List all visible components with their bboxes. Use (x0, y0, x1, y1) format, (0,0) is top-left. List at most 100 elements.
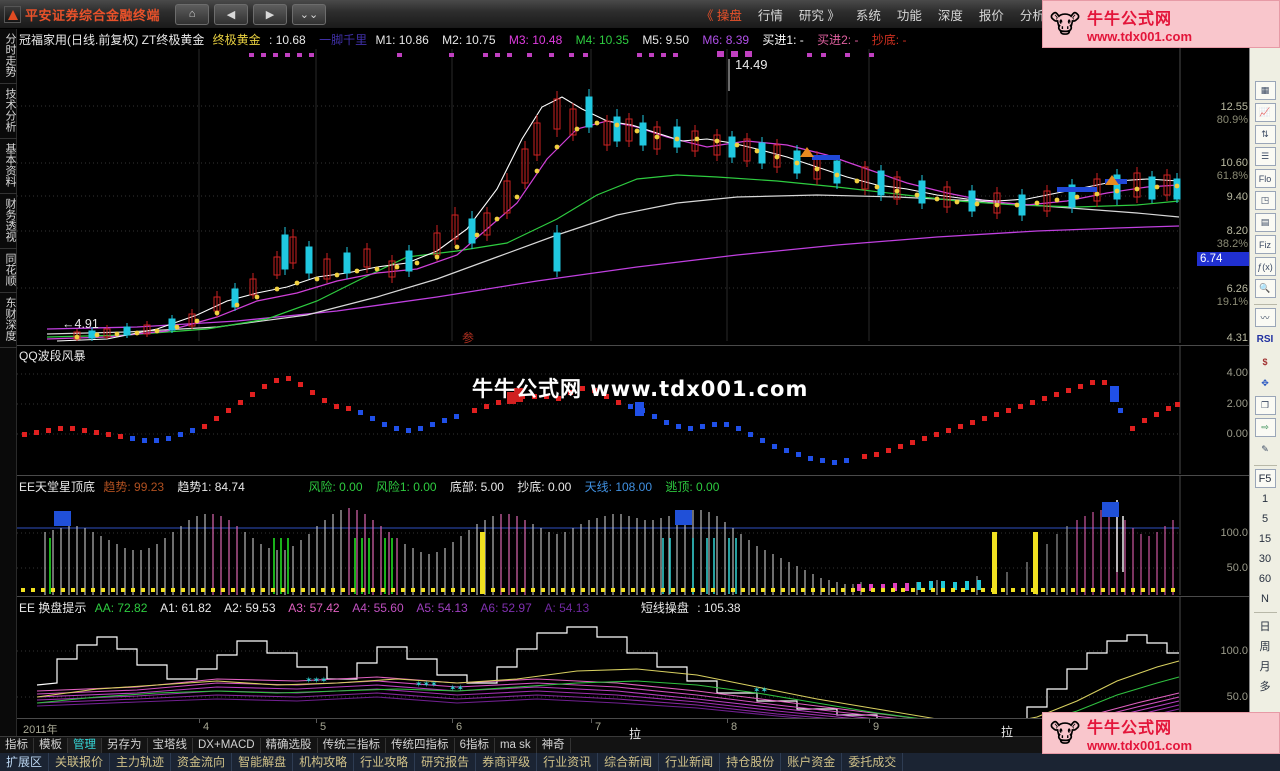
grid-icon[interactable]: ▦ (1254, 81, 1276, 100)
sidebar-item-fenshi[interactable]: 分时走势 (0, 29, 17, 84)
date-label-jul: 7 (595, 721, 602, 733)
ext-item-hangyegonglue[interactable]: 行业攻略 (354, 753, 416, 771)
period-5min[interactable]: 5 (1261, 512, 1269, 525)
ext-item-guanlianbaojia[interactable]: 关联报价 (49, 753, 111, 771)
panel4-a6: A6: 52.97 (480, 601, 532, 615)
menu-item-caopan[interactable]: 《 操盘 (700, 8, 742, 23)
dollar-icon[interactable]: $ (1262, 356, 1268, 367)
function-icon[interactable]: ƒ(x) (1254, 257, 1276, 276)
toolbar-item-zhibiao[interactable]: 指标 (0, 737, 34, 753)
forward-icon[interactable]: ▶ (253, 3, 288, 25)
period-month[interactable]: 月 (1259, 660, 1271, 673)
wave-icon[interactable]: 〰 (1254, 308, 1276, 327)
fiz-icon[interactable]: Fiz (1254, 235, 1276, 254)
flo-icon[interactable]: Flo (1254, 169, 1276, 188)
layout-icon[interactable]: ◳ (1254, 191, 1276, 210)
watermark-top-right: 🐮 牛牛公式网 www.tdx001.com (1042, 0, 1280, 48)
menu-item-yanjiu[interactable]: 研究 》 (798, 8, 840, 23)
ma4-line (46, 174, 1180, 338)
period-week[interactable]: 周 (1259, 640, 1271, 653)
menu-item-gongneng[interactable]: 功能 (896, 8, 922, 23)
toolbar-item-shenqi[interactable]: 神奇 (537, 737, 571, 753)
ext-item-hangyexinwen[interactable]: 行业新闻 (659, 753, 721, 771)
back-icon[interactable]: ◀ (214, 3, 249, 25)
ext-item-kuozhanqu[interactable]: 扩展区 (0, 753, 50, 771)
svg-text:✶✶✶: ✶✶✶ (415, 679, 438, 689)
watermark-bottom-right: 🐮 牛牛公式网 www.tdx001.com (1042, 712, 1280, 754)
qq-red-blocks (507, 388, 523, 404)
news-icon[interactable]: ☰ (1254, 147, 1276, 166)
qq-wave-panel[interactable]: QQ波段风暴 (17, 346, 1249, 474)
blue-band-segments (812, 155, 1127, 192)
cow-icon: 🐮 (1049, 717, 1081, 748)
toolbar-item-jingquexuangu[interactable]: 精确选股 (261, 737, 318, 753)
toolbar-item-mask[interactable]: ma sk (495, 737, 537, 753)
period-f5[interactable]: F5 (1254, 469, 1276, 488)
period-day[interactable]: 日 (1259, 620, 1271, 633)
window-icon[interactable]: ❐ (1254, 396, 1276, 415)
chart-purple-annotation: 一脚千里 (319, 33, 368, 47)
ee-star-panel[interactable]: EE天堂星顶底 趋势: 99.23 趋势1: 84.74 风险: 0.00 风险… (17, 476, 1249, 595)
period-60min[interactable]: 60 (1258, 572, 1272, 585)
date-label-jun: 6 (456, 721, 463, 733)
sidebar-item-jiben[interactable]: 基本资料 (0, 139, 17, 194)
toolbar-item-baotaxian[interactable]: 宝塔线 (148, 737, 193, 753)
toolbar-item-lingcunwei[interactable]: 另存为 (102, 737, 148, 753)
book-icon[interactable]: ▤ (1254, 213, 1276, 232)
ext-item-zhuliguiji[interactable]: 主力轨迹 (110, 753, 172, 771)
chevron-down-icon[interactable]: ⌄⌄ (292, 3, 327, 25)
price-axis-label-3: 8.20 (1226, 225, 1248, 237)
chart-canvas-area[interactable]: 冠福家用(日线.前复权) ZT终极黄金 终极黄金 : 10.68 一脚千里 M1… (17, 29, 1249, 747)
ma4-label: M4: 10.35 (575, 33, 629, 47)
menu-item-shendu[interactable]: 深度 (937, 8, 963, 23)
price-axis-label-1: 10.60 (1220, 157, 1248, 169)
date-axis: 2011年 4 5 6 7 8 9 (17, 718, 1249, 736)
ext-item-zhinengjiepan[interactable]: 智能解盘 (232, 753, 294, 771)
search-icon[interactable]: 🔍 (1254, 279, 1276, 298)
home-icon[interactable]: ⌂ (175, 3, 210, 25)
period-multi[interactable]: 多 (1259, 680, 1271, 693)
panel3-axis-0: 100.0 (1220, 527, 1248, 539)
ext-item-zongheXinwen[interactable]: 综合新闻 (598, 753, 660, 771)
sidebar-divider-2 (1253, 465, 1277, 466)
period-15min[interactable]: 15 (1258, 532, 1272, 545)
sidebar-item-jishu[interactable]: 技术分析 (0, 84, 17, 139)
line-chart-icon[interactable]: 📈 (1254, 103, 1276, 122)
ext-item-yanjiubaogao[interactable]: 研究报告 (415, 753, 477, 771)
top-signal-dots (249, 51, 874, 57)
move-icon[interactable]: ✥ (1261, 378, 1269, 388)
ext-item-zhanghuzijin[interactable]: 账户资金 (781, 753, 843, 771)
panel4-a4: A4: 55.60 (352, 601, 404, 615)
menu-item-xitong[interactable]: 系统 (855, 8, 881, 23)
sidebar-item-dongcai[interactable]: 东财深度 (0, 293, 17, 348)
toolbar-item-chuantongsi[interactable]: 传统四指标 (386, 737, 455, 753)
ext-item-jigougonglue[interactable]: 机构攻略 (293, 753, 355, 771)
menu-item-baojia[interactable]: 报价 (978, 8, 1004, 23)
period-1min[interactable]: 1 (1261, 492, 1269, 505)
ext-item-quanshangpingji[interactable]: 券商评级 (476, 753, 538, 771)
period-30min[interactable]: 30 (1258, 552, 1272, 565)
ext-item-chicanggufen[interactable]: 持仓股份 (720, 753, 782, 771)
toolbar-item-6zhibiao[interactable]: 6指标 (455, 737, 495, 753)
sidebar-item-caiwu[interactable]: 财务透视 (0, 194, 17, 249)
candle-icon[interactable]: ⇅ (1254, 125, 1276, 144)
rsi-icon[interactable]: RSI (1256, 334, 1274, 345)
menu-item-fenxi[interactable]: 分析 (1019, 8, 1045, 23)
pencil-icon[interactable]: ✎ (1261, 444, 1269, 454)
current-price-badge: 6.74 (1197, 252, 1249, 266)
toolbar-item-moban[interactable]: 模板 (34, 737, 68, 753)
ext-item-zijinliuxiang[interactable]: 资金流向 (171, 753, 233, 771)
ext-item-weituochengjiao[interactable]: 委托成交 (842, 753, 904, 771)
toolbar-item-guanli[interactable]: 管理 (68, 737, 102, 753)
date-label-sep: 9 (873, 721, 880, 733)
sidebar-divider-1 (1253, 304, 1277, 305)
sidebar-item-tonghuashun[interactable]: 同花顺 (0, 249, 17, 293)
toolbar-item-chuantongsan[interactable]: 传统三指标 (318, 737, 387, 753)
toolbar-item-dxmacd[interactable]: DX+MACD (193, 737, 261, 753)
price-axis-pct-0: 80.9% (1216, 114, 1248, 126)
period-n[interactable]: N (1261, 592, 1269, 605)
ext-item-hangyezixun[interactable]: 行业资讯 (537, 753, 599, 771)
export-icon[interactable]: ⇨ (1254, 418, 1276, 437)
main-kline-panel[interactable]: 冠福家用(日线.前复权) ZT终极黄金 终极黄金 : 10.68 一脚千里 M1… (17, 29, 1249, 345)
menu-item-hangqing[interactable]: 行情 (757, 8, 783, 23)
